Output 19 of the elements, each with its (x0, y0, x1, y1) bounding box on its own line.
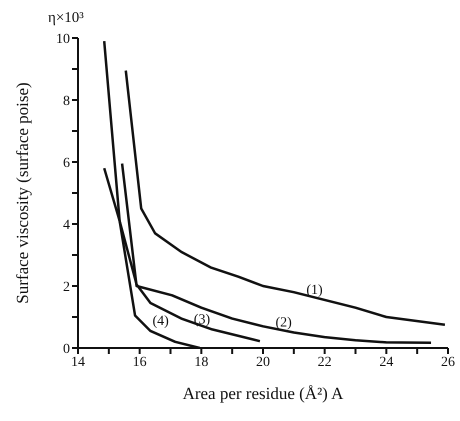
series-label: (4) (152, 314, 170, 329)
series-label: (1) (306, 282, 323, 298)
x-axis-title: Area per residue (Å²) A (182, 384, 344, 403)
x-tick-label: 20 (256, 354, 270, 370)
y-tick-label: 0 (63, 342, 70, 357)
x-tick-label: 14 (71, 354, 85, 370)
x-tick-label: 24 (379, 354, 394, 370)
y-axis-title: Surface viscosity (surface poise) (13, 82, 32, 304)
y-tick-label: 10 (56, 32, 70, 47)
y-tick-label: 8 (63, 94, 70, 109)
x-tick-label: 16 (132, 354, 147, 370)
y-tick-label: 2 (63, 280, 70, 295)
y-tick-label: 4 (63, 218, 70, 233)
x-tick-label: 22 (318, 354, 332, 370)
x-tick-label: 18 (194, 354, 208, 370)
series-label: (2) (276, 316, 292, 330)
text: η×10³ (48, 10, 84, 27)
y-tick-label: 6 (63, 156, 70, 171)
x-tick-label: 26 (441, 354, 455, 370)
